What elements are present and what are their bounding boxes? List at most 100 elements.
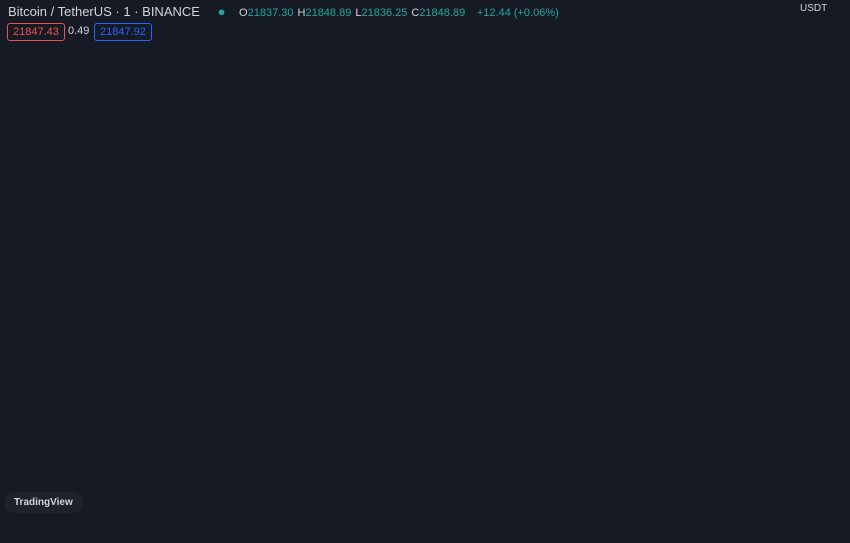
time-label-bg — [684, 519, 787, 541]
crosshair-date: Fri 10 Feb '23 — [693, 524, 761, 536]
candle-body — [159, 108, 169, 130]
candle-body — [645, 95, 654, 109]
y-tick-label: 21760 — [800, 286, 831, 298]
ask[interactable]: 21847.92 — [94, 23, 152, 41]
candle-body — [369, 217, 379, 224]
candle-body — [395, 257, 405, 285]
y-tick-label: 21800 — [800, 231, 831, 243]
candle-body — [409, 230, 418, 285]
x-tick-label: 07:00 — [537, 525, 565, 537]
settings-icon[interactable] — [815, 524, 827, 536]
candle-body — [382, 223, 392, 258]
bid[interactable]: 21847.43 — [7, 23, 65, 41]
candle-body — [553, 149, 562, 164]
y-tick-label: 21740 — [800, 313, 831, 325]
y-tick-label: 21860 — [800, 150, 831, 162]
ohlc-value: 21837.30 — [247, 7, 294, 19]
y-tick-label: 21700 — [800, 367, 831, 379]
candle-body — [500, 190, 510, 197]
candle-body — [28, 169, 38, 177]
ohlc-value: 21848.89 — [419, 7, 466, 19]
y-tick-label: 21960 — [800, 15, 831, 27]
ohlc-value: 21848.89 — [305, 7, 352, 19]
candle-body — [632, 95, 641, 103]
brand-logo[interactable]: TradingView — [4, 492, 83, 513]
candle-body — [540, 149, 549, 157]
candle-body — [277, 129, 287, 143]
y-tick-label: 21660 — [800, 421, 831, 433]
candle-body — [54, 142, 64, 150]
y-tick-label: 21780 — [800, 258, 831, 270]
y-tick-label: 21604.50 — [800, 496, 846, 508]
x-tick-label: 02:00 — [144, 525, 172, 537]
status-dot: ● — [217, 4, 226, 19]
candle-body — [461, 230, 471, 238]
candle-body — [527, 156, 536, 170]
candle-body — [435, 251, 444, 272]
y-tick-label: 21622.50 — [800, 472, 846, 484]
symbol-title[interactable]: Bitcoin / TetherUS · 1 · BINANCE — [8, 4, 200, 19]
x-tick-label: 08:00 — [616, 525, 644, 537]
candle-body — [474, 230, 484, 238]
candle-body — [264, 122, 274, 130]
candle-body — [212, 108, 221, 136]
candle-body — [251, 81, 261, 123]
candle-body — [750, 122, 759, 150]
candle-body — [356, 217, 366, 238]
y-tick-label: 21820 — [800, 204, 831, 216]
x-tick-label: 0 — [0, 525, 6, 537]
x-tick-label: 04:00 — [301, 525, 329, 537]
candle-body — [684, 129, 694, 136]
ohlc-key: H — [297, 7, 306, 19]
candle-body — [133, 149, 143, 204]
candle-body — [81, 196, 90, 218]
candle-body — [317, 203, 326, 231]
x-tick-label: 05:00 — [380, 525, 408, 537]
candle-body — [41, 149, 51, 177]
candle-body — [724, 108, 733, 143]
crosshair-price: 21844.58 — [798, 171, 844, 183]
y-tick-label: 21880 — [800, 123, 831, 135]
spread: 0.49 — [68, 25, 90, 37]
y-tick-label: 21640 — [800, 448, 831, 460]
candle-body — [710, 108, 720, 116]
ohlc-key: O — [239, 7, 248, 19]
candle-body — [94, 156, 103, 197]
y-tick-label: 21840 — [800, 177, 831, 189]
y-tick-label: 21940 — [800, 42, 831, 54]
candle-body — [448, 237, 458, 272]
add-alert-button[interactable] — [776, 170, 790, 184]
candle-body — [671, 115, 681, 130]
candle-body — [304, 169, 313, 204]
candle-body — [776, 142, 786, 178]
candle-body — [291, 142, 300, 170]
candle-body — [592, 169, 602, 184]
candle-body — [737, 142, 746, 150]
candle-body — [186, 102, 195, 130]
change: +12.44 (+0.06%) — [476, 7, 559, 19]
candle-body — [514, 169, 523, 191]
candle-body — [579, 156, 589, 170]
legend-header: Bitcoin / TetherUS · 1 · BINANCE ● O2183… — [8, 4, 563, 19]
ohlc-key: C — [411, 7, 420, 19]
candle-body — [763, 122, 772, 143]
candle-body — [658, 108, 667, 116]
candle-body — [238, 81, 248, 96]
x-tick-label: 03:00 — [222, 525, 250, 537]
candle-body — [619, 102, 628, 143]
candle-body — [566, 156, 576, 164]
candle-body — [697, 115, 707, 136]
currency[interactable]: USDT — [800, 3, 828, 14]
candle-body — [330, 230, 339, 272]
candle-body — [487, 196, 497, 238]
ohlc-legend: O21837.30 H21848.89 L21836.25 C21848.89 — [239, 7, 469, 19]
crosshair-time: 09:52 — [759, 524, 787, 536]
candle-body — [146, 129, 156, 150]
candle-body — [67, 142, 77, 218]
candle-body — [2, 183, 11, 191]
candle-body — [605, 142, 615, 184]
y-tick-label: 21920 — [800, 69, 831, 81]
